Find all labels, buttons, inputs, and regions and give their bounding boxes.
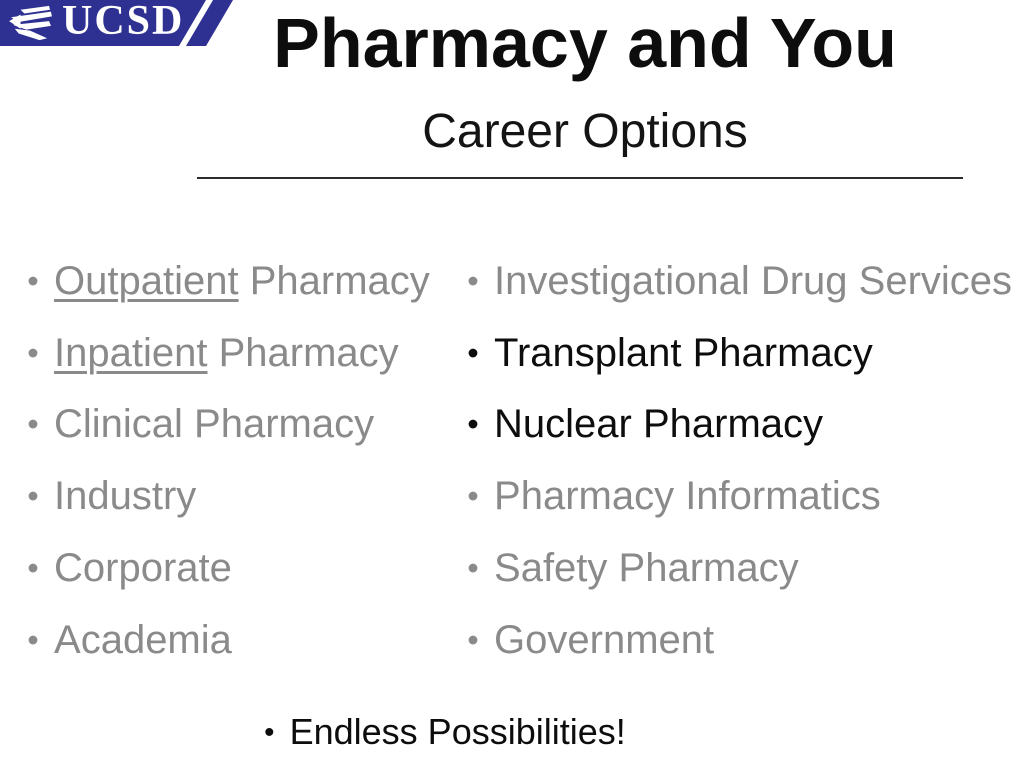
list-item: • Corporate bbox=[26, 533, 430, 605]
list-item-text: Government bbox=[494, 617, 715, 662]
footer-text: Endless Possibilities! bbox=[289, 711, 626, 752]
list-item-text: Outpatient bbox=[54, 259, 239, 303]
divider-line bbox=[197, 177, 963, 179]
slide-subtitle: Career Options bbox=[422, 105, 748, 158]
bullet-icon: • bbox=[467, 263, 479, 300]
slide-title: Pharmacy and You bbox=[273, 4, 897, 82]
list-item: • Industry bbox=[26, 461, 430, 533]
bullet-icon: • bbox=[27, 406, 39, 443]
trident-icon bbox=[9, 5, 52, 41]
list-item: • Investigational Drug Services bbox=[466, 246, 1012, 318]
list-item-text: Pharmacy Informatics bbox=[494, 474, 881, 519]
bullet-icon: • bbox=[27, 263, 39, 300]
bullet-icon: • bbox=[264, 714, 275, 749]
career-list-left: • Outpatient Pharmacy • Inpatient Pharmacy •… bbox=[26, 246, 430, 676]
list-item: • Outpatient Pharmacy bbox=[26, 246, 430, 318]
list-item-text: Pharmacy bbox=[207, 330, 399, 375]
list-item: • Government bbox=[466, 605, 1012, 677]
list-item-text: Transplant Pharmacy bbox=[494, 330, 873, 375]
list-item-text: Pharmacy bbox=[238, 259, 430, 303]
list-item-text: Clinical Pharmacy bbox=[54, 402, 375, 447]
bullet-icon: • bbox=[27, 621, 39, 658]
list-item-text: Safety Pharmacy bbox=[494, 545, 799, 590]
career-list-right: • Investigational Drug Services • Transplan… bbox=[466, 246, 1012, 676]
list-item-text: Nuclear Pharmacy bbox=[494, 402, 824, 447]
bullet-icon: • bbox=[467, 406, 479, 443]
bullet-icon: • bbox=[27, 549, 39, 587]
bullet-icon: • bbox=[467, 334, 479, 371]
list-item: • Pharmacy Informatics bbox=[466, 461, 1012, 533]
list-item: • Nuclear Pharmacy bbox=[466, 389, 1012, 461]
list-item: • Inpatient Pharmacy bbox=[26, 318, 430, 390]
list-item-text: Inpatient bbox=[54, 330, 208, 375]
list-item-text: Investigational Drug Services bbox=[494, 259, 1013, 303]
list-item-text: Academia bbox=[54, 617, 232, 662]
list-item: • Safety Pharmacy bbox=[466, 533, 1012, 605]
footer-item: • Endless Possibilities! bbox=[263, 706, 626, 758]
bullet-icon: • bbox=[467, 549, 479, 587]
bullet-icon: • bbox=[467, 478, 479, 515]
list-item: • Academia bbox=[26, 605, 430, 677]
ucsd-logo-parallelogram: UCSD bbox=[0, 0, 206, 46]
ucsd-logo-text: UCSD bbox=[62, 0, 185, 44]
list-item: • Clinical Pharmacy bbox=[26, 389, 430, 461]
ucsd-logo: UCSD bbox=[0, 0, 240, 46]
list-item-text: Corporate bbox=[54, 545, 232, 590]
bullet-icon: • bbox=[467, 621, 479, 658]
list-item: • Transplant Pharmacy bbox=[466, 318, 1012, 390]
list-item-text: Industry bbox=[54, 474, 197, 519]
bullet-icon: • bbox=[27, 334, 39, 371]
bullet-icon: • bbox=[27, 478, 39, 515]
